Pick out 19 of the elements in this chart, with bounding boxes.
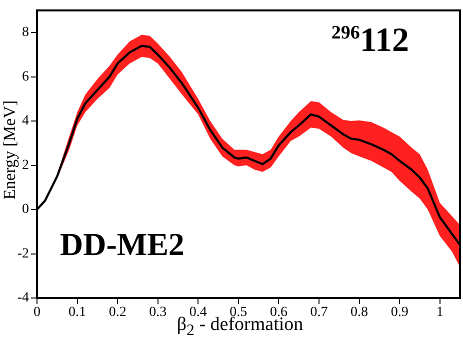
x-tick-label: 1 (436, 305, 444, 320)
x-tick-label: 0 (34, 305, 40, 320)
y-tick-label: 6 (22, 69, 29, 84)
y-tick-label: 0 (22, 202, 29, 218)
x-tick-label: 0.4 (189, 305, 207, 320)
annotation: DD-ME2 (60, 226, 184, 263)
x-tick-label: 0.3 (149, 305, 167, 320)
y-tick-label: 2 (22, 158, 29, 173)
y-tick-label: 8 (22, 25, 29, 40)
y-tick-label: -2 (17, 246, 29, 262)
y-axis-title: Energy [MeV] (0, 99, 20, 202)
annotation: $^{296}$112 (331, 22, 409, 60)
x-tick-label: 0.7 (310, 305, 328, 320)
x-tick-label: 0.9 (390, 305, 408, 320)
x-tick-label: 0.8 (350, 305, 368, 320)
x-tick-label: 0.1 (68, 305, 86, 320)
x-tick-label: 0.2 (108, 305, 126, 320)
y-tick-label: -4 (17, 290, 29, 306)
y-tick-label: 4 (22, 114, 29, 129)
